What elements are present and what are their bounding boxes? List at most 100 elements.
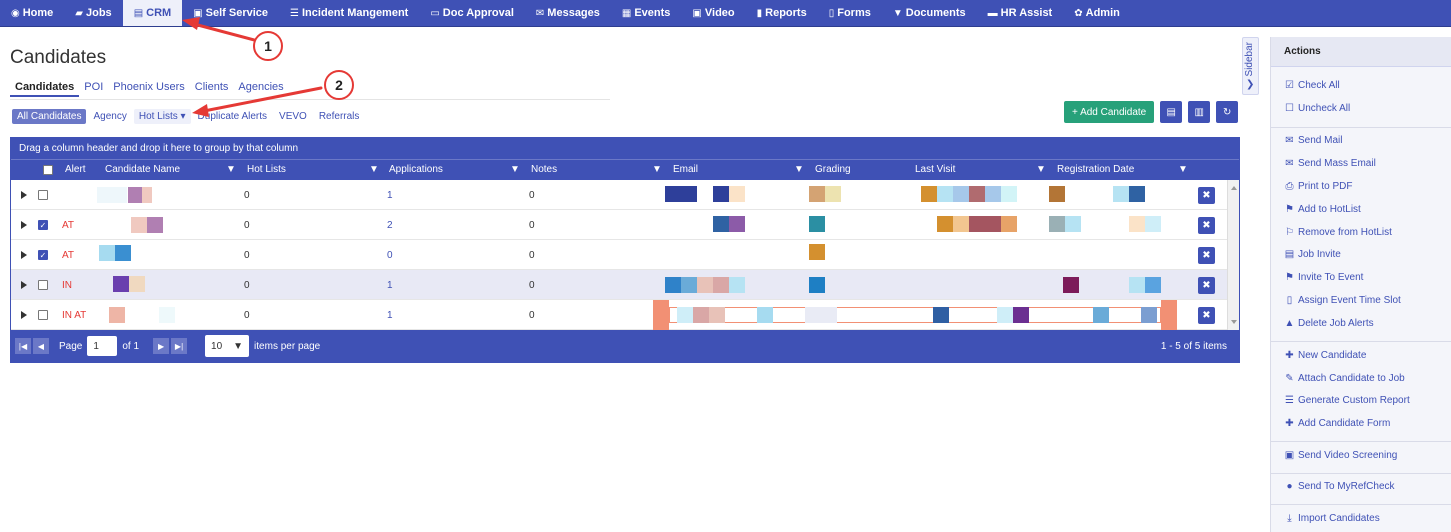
filter-icon[interactable]: ▼	[1178, 164, 1188, 175]
expand-row-icon[interactable]	[21, 311, 27, 319]
row-checkbox[interactable]	[38, 310, 48, 320]
delete-row-button[interactable]: ✖	[1198, 306, 1215, 324]
filter-icon[interactable]: ▼	[1036, 164, 1046, 175]
action-remove-hotlist[interactable]: ⚐ Remove from HotList	[1284, 227, 1392, 238]
nav-admin[interactable]: ✿ Admin	[1063, 0, 1131, 26]
col-notes[interactable]: Notes	[531, 164, 558, 175]
action-add-hotlist[interactable]: ⚑ Add to HotList	[1284, 204, 1361, 215]
last-page-button[interactable]: ▶|	[171, 338, 188, 354]
nav-home[interactable]: ◉ Home	[0, 0, 64, 26]
table-row[interactable]: IN AT 0 1 0 ✖	[11, 300, 1239, 330]
nav-doc-approval[interactable]: ▭ Doc Approval	[419, 0, 525, 26]
grid-scrollbar[interactable]	[1227, 180, 1239, 330]
action-uncheck-all[interactable]: ☐ Uncheck All	[1284, 103, 1350, 114]
export-pdf-icon[interactable]: ▥	[1188, 101, 1211, 123]
scroll-up-icon[interactable]	[1231, 186, 1237, 190]
filter-icon[interactable]: ▼	[226, 164, 236, 175]
table-row[interactable]: ✓ AT 0 2 0 ✖	[11, 210, 1239, 240]
action-delete-job-alerts[interactable]: ▲ Delete Job Alerts	[1284, 318, 1374, 329]
resize-handle[interactable]	[1161, 300, 1177, 330]
col-alert[interactable]: Alert	[65, 164, 86, 175]
filter-hot-lists-dropdown[interactable]: Hot Lists ▾	[133, 109, 191, 124]
first-page-button[interactable]: |◀	[15, 338, 31, 354]
add-candidate-button[interactable]: + Add Candidate	[1064, 101, 1155, 123]
scroll-down-icon[interactable]	[1231, 320, 1237, 324]
filter-duplicate-alerts[interactable]: Duplicate Alerts	[197, 111, 268, 122]
nav-crm[interactable]: ▤ CRM	[122, 0, 183, 26]
nav-incident[interactable]: ☰ Incident Mangement	[279, 0, 419, 26]
row-checkbox[interactable]	[38, 280, 48, 290]
col-hot-lists[interactable]: Hot Lists	[247, 164, 286, 175]
applications-link[interactable]: 0	[387, 249, 393, 261]
filter-agency[interactable]: Agency	[93, 111, 127, 122]
nav-events[interactable]: ▦ Events	[611, 0, 682, 26]
delete-row-button[interactable]: ✖	[1198, 276, 1215, 294]
action-add-candidate-form[interactable]: ✚ Add Candidate Form	[1284, 418, 1390, 429]
tab-phoenix-users[interactable]: Phoenix Users	[113, 81, 185, 93]
col-applications[interactable]: Applications	[389, 164, 443, 175]
table-row[interactable]: IN 0 1 0 ✖	[11, 270, 1239, 300]
tab-agencies[interactable]: Agencies	[238, 81, 284, 93]
row-checkbox[interactable]	[38, 190, 48, 200]
action-attach-to-job[interactable]: ✎ Attach Candidate to Job	[1284, 373, 1404, 384]
sidebar-toggle[interactable]: Sidebar ❯	[1242, 37, 1259, 95]
table-row[interactable]: ✓ AT 0 0 0 ✖	[11, 240, 1239, 270]
nav-hr-assist[interactable]: ▬ HR Assist	[977, 0, 1064, 26]
applications-link[interactable]: 2	[387, 219, 393, 231]
expand-row-icon[interactable]	[21, 251, 27, 259]
export-excel-icon[interactable]: ▤	[1160, 101, 1183, 123]
filter-icon[interactable]: ▼	[794, 164, 804, 175]
tab-poi[interactable]: POI	[84, 81, 104, 93]
nav-jobs[interactable]: ▰ Jobs	[64, 0, 122, 26]
col-candidate-name[interactable]: Candidate Name	[105, 164, 181, 175]
row-checkbox[interactable]: ✓	[38, 220, 48, 230]
group-drop-area[interactable]: Drag a column header and drop it here to…	[11, 138, 1239, 160]
nav-messages[interactable]: ✉ Messages	[525, 0, 611, 26]
col-last-visit[interactable]: Last Visit	[915, 164, 956, 175]
applications-link[interactable]: 1	[387, 279, 393, 291]
action-assign-time-slot[interactable]: ▯ Assign Event Time Slot	[1284, 295, 1401, 306]
expand-row-icon[interactable]	[21, 221, 27, 229]
nav-reports[interactable]: ▮ Reports	[746, 0, 818, 26]
page-input[interactable]: 1	[87, 336, 118, 356]
tab-clients[interactable]: Clients	[194, 81, 229, 93]
action-send-video-screening[interactable]: ▣ Send Video Screening	[1284, 450, 1398, 461]
expand-row-icon[interactable]	[21, 281, 27, 289]
nav-self-service[interactable]: ▣ Self Service	[182, 0, 279, 26]
nav-documents[interactable]: ▼ Documents	[882, 0, 977, 26]
resize-handle[interactable]	[653, 300, 669, 330]
filter-all-candidates[interactable]: All Candidates	[12, 109, 87, 124]
action-invite-event[interactable]: ⚑ Invite To Event	[1284, 272, 1363, 283]
action-send-mass-email[interactable]: ✉ Send Mass Email	[1284, 158, 1376, 169]
action-send-mail[interactable]: ✉ Send Mail	[1284, 135, 1342, 146]
expand-row-icon[interactable]	[21, 191, 27, 199]
delete-row-button[interactable]: ✖	[1198, 186, 1215, 204]
tab-candidates[interactable]: Candidates	[10, 79, 80, 97]
action-generate-report[interactable]: ☰ Generate Custom Report	[1284, 395, 1410, 406]
action-check-all[interactable]: ☑ Check All	[1284, 80, 1340, 91]
action-import-candidates[interactable]: ⤓ Import Candidates	[1284, 513, 1379, 524]
col-email[interactable]: Email	[673, 164, 699, 175]
applications-link[interactable]: 1	[387, 189, 393, 201]
action-print-pdf[interactable]: ⎙ Print to PDF	[1284, 181, 1353, 192]
refresh-icon[interactable]: ↻	[1216, 101, 1239, 123]
nav-forms[interactable]: ▯ Forms	[818, 0, 882, 26]
row-checkbox[interactable]: ✓	[38, 250, 48, 260]
applications-link[interactable]: 1	[387, 309, 393, 321]
filter-icon[interactable]: ▼	[369, 164, 379, 175]
filter-icon[interactable]: ▼	[510, 164, 520, 175]
select-all-checkbox[interactable]	[43, 165, 53, 175]
action-new-candidate[interactable]: ✚ New Candidate	[1284, 350, 1366, 361]
col-grading[interactable]: Grading	[815, 164, 851, 175]
action-job-invite[interactable]: ▤ Job Invite	[1284, 249, 1341, 260]
filter-vevo[interactable]: VEVO	[279, 111, 307, 122]
col-registration-date[interactable]: Registration Date	[1057, 164, 1135, 175]
delete-row-button[interactable]: ✖	[1198, 246, 1215, 264]
nav-video[interactable]: ▣ Video	[681, 0, 745, 26]
delete-row-button[interactable]: ✖	[1198, 216, 1215, 234]
filter-referrals[interactable]: Referrals	[318, 111, 360, 122]
prev-page-button[interactable]: ◀	[33, 338, 49, 354]
filter-icon[interactable]: ▼	[652, 164, 662, 175]
table-row[interactable]: 0 1 0 ✖	[11, 180, 1239, 210]
next-page-button[interactable]: ▶	[153, 338, 170, 354]
